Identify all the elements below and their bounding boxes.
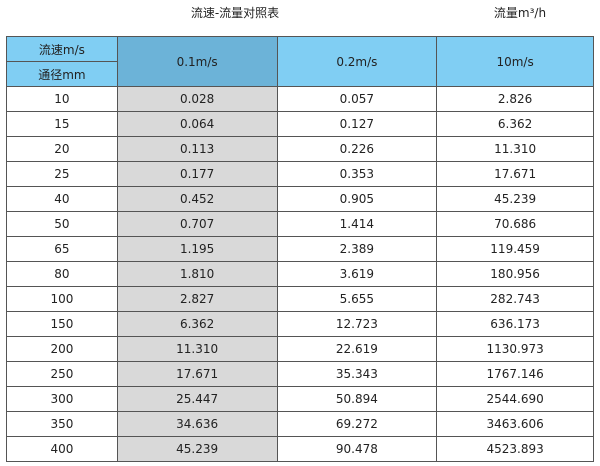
flow-cell: 25.447 <box>116 386 278 412</box>
diameter-cell: 200 <box>6 336 118 362</box>
flow-cell: 0.905 <box>276 186 438 212</box>
table-row: 25 0.177 0.353 17.671 <box>6 161 594 187</box>
table-row: 200 11.310 22.619 1130.973 <box>6 336 594 362</box>
flow-cell: 282.743 <box>436 286 594 312</box>
table-row: 150 6.362 12.723 636.173 <box>6 311 594 337</box>
flow-cell: 0.028 <box>116 86 278 112</box>
table-row: 40 0.452 0.905 45.239 <box>6 186 594 212</box>
flow-cell: 45.239 <box>436 186 594 212</box>
flow-cell: 0.064 <box>116 111 278 137</box>
diameter-cell: 80 <box>6 261 118 287</box>
flow-cell: 35.343 <box>276 361 438 387</box>
table-row: 100 2.827 5.655 282.743 <box>6 286 594 312</box>
flow-cell: 6.362 <box>436 111 594 137</box>
diameter-cell: 15 <box>6 111 118 137</box>
header-row: 流速m/s 0.1m/s 0.2m/s 10m/s <box>6 36 594 87</box>
flow-cell: 34.636 <box>116 411 278 437</box>
table-row: 350 34.636 69.272 3463.606 <box>6 411 594 437</box>
diameter-cell: 350 <box>6 411 118 437</box>
diameter-cell: 400 <box>6 436 118 462</box>
flow-cell: 12.723 <box>276 311 438 337</box>
flow-cell: 3.619 <box>276 261 438 287</box>
unit-label: 流量m³/h <box>493 6 547 20</box>
flow-cell: 1767.146 <box>436 361 594 387</box>
diameter-cell: 250 <box>6 361 118 387</box>
flow-cell: 0.057 <box>276 86 438 112</box>
flow-cell: 5.655 <box>276 286 438 312</box>
flow-cell: 11.310 <box>436 136 594 162</box>
table-row: 65 1.195 2.389 119.459 <box>6 236 594 262</box>
diameter-cell: 150 <box>6 311 118 337</box>
column-header: 0.2m/s <box>276 36 438 87</box>
flow-cell: 11.310 <box>116 336 278 362</box>
flow-cell: 4523.893 <box>436 436 594 462</box>
flow-cell: 180.956 <box>436 261 594 287</box>
flow-cell: 6.362 <box>116 311 278 337</box>
column-header: 0.1m/s <box>116 36 278 87</box>
corner-diameter-label: 通径mm <box>6 61 118 87</box>
flow-cell: 1.414 <box>276 211 438 237</box>
table-title: 流速-流量对照表 <box>190 6 280 20</box>
flow-cell: 3463.606 <box>436 411 594 437</box>
flow-cell: 1.195 <box>116 236 278 262</box>
diameter-cell: 40 <box>6 186 118 212</box>
table-row: 300 25.447 50.894 2544.690 <box>6 386 594 412</box>
flow-cell: 50.894 <box>276 386 438 412</box>
header-row: 通径mm <box>6 61 594 87</box>
column-header: 10m/s <box>436 36 594 87</box>
flow-cell: 2.826 <box>436 86 594 112</box>
diameter-cell: 300 <box>6 386 118 412</box>
flow-cell: 0.113 <box>116 136 278 162</box>
table-row: 250 17.671 35.343 1767.146 <box>6 361 594 387</box>
table-row: 20 0.113 0.226 11.310 <box>6 136 594 162</box>
diameter-cell: 10 <box>6 86 118 112</box>
diameter-cell: 25 <box>6 161 118 187</box>
flow-cell: 0.226 <box>276 136 438 162</box>
flow-cell: 2.827 <box>116 286 278 312</box>
flow-cell: 2544.690 <box>436 386 594 412</box>
flow-cell: 0.707 <box>116 211 278 237</box>
flow-cell: 90.478 <box>276 436 438 462</box>
flow-cell: 1.810 <box>116 261 278 287</box>
flow-cell: 22.619 <box>276 336 438 362</box>
flow-cell: 69.272 <box>276 411 438 437</box>
diameter-cell: 65 <box>6 236 118 262</box>
flow-cell: 17.671 <box>116 361 278 387</box>
flow-cell: 0.452 <box>116 186 278 212</box>
flow-cell: 1130.973 <box>436 336 594 362</box>
table-row: 10 0.028 0.057 2.826 <box>6 86 594 112</box>
diameter-cell: 20 <box>6 136 118 162</box>
table-row: 15 0.064 0.127 6.362 <box>6 111 594 137</box>
flow-cell: 17.671 <box>436 161 594 187</box>
flow-cell: 0.177 <box>116 161 278 187</box>
diameter-cell: 50 <box>6 211 118 237</box>
diameter-cell: 100 <box>6 286 118 312</box>
flow-cell: 2.389 <box>276 236 438 262</box>
table-row: 80 1.810 3.619 180.956 <box>6 261 594 287</box>
table-row: 400 45.239 90.478 4523.893 <box>6 436 594 462</box>
flow-cell: 119.459 <box>436 236 594 262</box>
flow-table: 流速m/s 0.1m/s 0.2m/s 10m/s 通径mm 10 0.028 0.… <box>6 36 594 462</box>
flow-cell: 45.239 <box>116 436 278 462</box>
flow-cell: 0.127 <box>276 111 438 137</box>
corner-velocity-label: 流速m/s <box>6 36 118 62</box>
table-row: 50 0.707 1.414 70.686 <box>6 211 594 237</box>
flow-cell: 70.686 <box>436 211 594 237</box>
flow-cell: 0.353 <box>276 161 438 187</box>
flow-cell: 636.173 <box>436 311 594 337</box>
